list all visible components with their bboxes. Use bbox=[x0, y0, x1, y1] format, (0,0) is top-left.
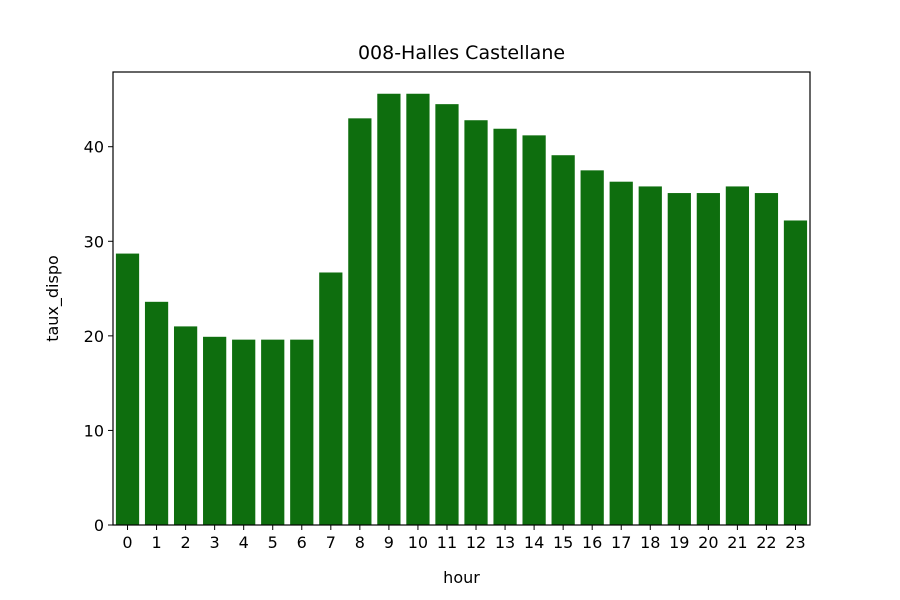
chart-title: 008-Halles Castellane bbox=[358, 42, 565, 64]
bar-hour-12 bbox=[464, 120, 488, 525]
x-tick-label: 22 bbox=[756, 533, 776, 552]
x-tick-label: 6 bbox=[297, 533, 307, 552]
bar-hour-5 bbox=[261, 339, 285, 525]
bar-hour-15 bbox=[551, 155, 575, 525]
y-tick-label: 20 bbox=[84, 327, 104, 346]
bar-hour-7 bbox=[319, 272, 343, 525]
bar-hour-11 bbox=[435, 104, 459, 526]
x-tick-label: 18 bbox=[640, 533, 660, 552]
bar-hour-1 bbox=[144, 301, 169, 525]
x-tick-label: 12 bbox=[466, 533, 486, 552]
bar-hour-21 bbox=[725, 186, 750, 525]
x-tick-label: 19 bbox=[669, 533, 689, 552]
bar-hour-8 bbox=[348, 118, 372, 525]
bar-hour-23 bbox=[783, 220, 808, 526]
x-tick-label: 10 bbox=[408, 533, 428, 552]
x-tick-label: 15 bbox=[553, 533, 573, 552]
bar-hour-3 bbox=[203, 336, 227, 525]
x-tick-label: 7 bbox=[326, 533, 336, 552]
bar-hour-17 bbox=[609, 181, 633, 525]
bar-hour-22 bbox=[754, 193, 779, 526]
bar-hour-9 bbox=[377, 93, 401, 525]
bar-hour-13 bbox=[493, 128, 517, 526]
x-tick-label: 13 bbox=[495, 533, 515, 552]
bar-hour-0 bbox=[115, 253, 140, 525]
x-tick-label: 14 bbox=[524, 533, 544, 552]
bar-hour-14 bbox=[522, 135, 546, 526]
plot-frame bbox=[112, 71, 811, 526]
bar-hour-10 bbox=[406, 93, 430, 525]
x-tick-label: 1 bbox=[151, 533, 161, 552]
x-tick-label: 16 bbox=[582, 533, 602, 552]
bar-hour-6 bbox=[290, 339, 314, 525]
x-axis-title: hour bbox=[443, 568, 480, 587]
x-tick-label: 3 bbox=[210, 533, 220, 552]
x-tick-label: 9 bbox=[384, 533, 394, 552]
x-tick-label: 0 bbox=[122, 533, 132, 552]
y-tick-label: 40 bbox=[84, 138, 104, 157]
bar-hour-4 bbox=[232, 339, 256, 525]
x-tick-label: 21 bbox=[727, 533, 747, 552]
bar-hour-18 bbox=[638, 186, 662, 525]
y-axis-title: taux_dispo bbox=[43, 255, 63, 342]
y-axis: 0 10 20 30 40 bbox=[84, 138, 113, 535]
y-tick-label: 0 bbox=[94, 516, 104, 535]
x-tick-label: 23 bbox=[785, 533, 805, 552]
x-tick-label: 5 bbox=[268, 533, 278, 552]
x-tick-label: 17 bbox=[611, 533, 631, 552]
bar-hour-2 bbox=[173, 326, 198, 525]
bar-hour-19 bbox=[667, 193, 691, 526]
x-tick-label: 11 bbox=[437, 533, 457, 552]
bar-hour-16 bbox=[580, 170, 604, 525]
x-tick-label: 8 bbox=[355, 533, 365, 552]
x-tick-label: 4 bbox=[239, 533, 249, 552]
x-tick-label: 20 bbox=[698, 533, 718, 552]
bars-group bbox=[115, 93, 808, 526]
y-tick-label: 30 bbox=[84, 232, 104, 251]
bar-hour-20 bbox=[696, 193, 720, 526]
x-tick-label: 2 bbox=[181, 533, 191, 552]
x-axis: 0 1 2 3 4 5 6 7 8 9 10 11 12 13 14 15 16 17 18 19 20 21 22 23 bbox=[122, 525, 806, 552]
y-tick-label: 10 bbox=[84, 421, 104, 440]
